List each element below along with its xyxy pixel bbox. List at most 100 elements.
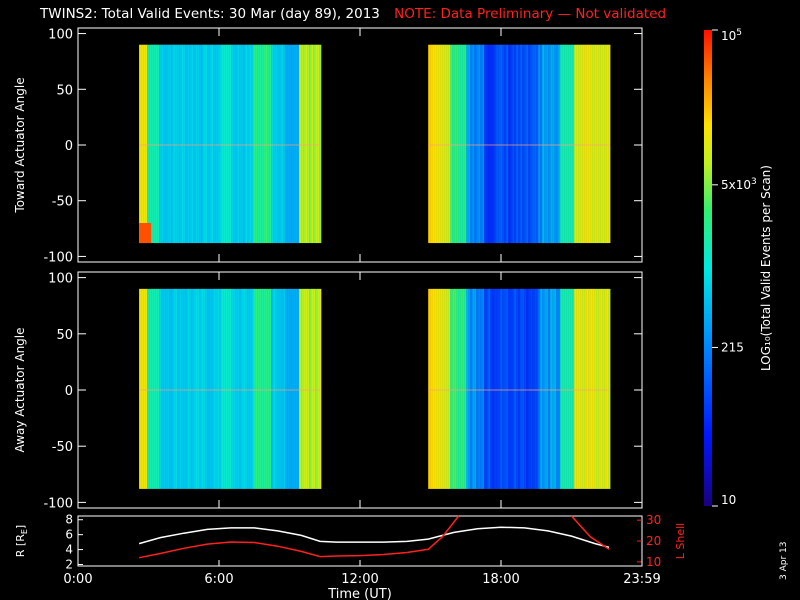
heatmap-stripe [289, 288, 292, 489]
heatmap-stripe [269, 288, 272, 489]
heatmap-stripe [430, 44, 433, 244]
heatmap-stripe [191, 44, 194, 244]
heatmap-stripe [167, 288, 170, 489]
heatmap-stripe [239, 44, 242, 244]
heatmap-stripe [484, 288, 487, 489]
heatmap-stripe [466, 288, 469, 489]
heatmap-stripe [185, 288, 188, 489]
heatmap-stripe [522, 44, 525, 244]
heatmap-stripe [562, 44, 565, 244]
heatmap-stripe [550, 288, 553, 489]
heatmap-stripe [556, 288, 559, 489]
heatmap-stripe [598, 288, 601, 489]
heatmap-stripe [191, 288, 194, 489]
heatmap-stripe [564, 44, 567, 244]
heatmap-stripe [578, 288, 581, 489]
heatmap-stripe [568, 288, 571, 489]
heatmap-stripe [596, 288, 599, 489]
heatmap-stripe [480, 288, 483, 489]
heatmap-stripe [538, 44, 541, 244]
heatmap-stripe [524, 288, 527, 489]
heatmap-stripe [472, 44, 475, 244]
heatmap-stripe [299, 288, 302, 489]
heatmap-stripe [546, 288, 549, 489]
heatmap-stripe [452, 288, 455, 489]
heatmap-stripe [582, 44, 585, 244]
heatmap-stripe [189, 288, 192, 489]
heatmap-stripe [484, 44, 487, 244]
heatmap-stripe [241, 44, 244, 244]
y-axis-label: Toward Actuator Angle [13, 77, 27, 213]
heatmap-stripe [301, 288, 304, 489]
title-note: NOTE: Data Preliminary — Not validated [394, 6, 667, 22]
heatmap-stripe [442, 288, 445, 489]
heatmap-stripe [141, 44, 144, 244]
heatmap-stripe [197, 288, 200, 489]
heatmap-stripe [444, 288, 447, 489]
heatmap-stripe [173, 44, 176, 244]
heatmap-stripe [269, 44, 272, 244]
heatmap-stripe [548, 44, 551, 244]
heatmap-stripe [454, 288, 457, 489]
heatmap-stripe [446, 288, 449, 489]
heatmap-stripe [157, 44, 160, 244]
heatmap-stripe [548, 288, 551, 489]
heatmap-stripe [143, 288, 146, 489]
colorbar-tick-label: 10 [721, 493, 736, 507]
heatmap-stripe [592, 288, 595, 489]
heatmap-stripe [574, 44, 577, 244]
heatmap-stripe [175, 288, 178, 489]
heatmap-stripe [183, 288, 186, 489]
heatmap-stripe [245, 44, 248, 244]
heatmap-stripe [311, 44, 314, 244]
x-tick-label: 0:00 [63, 572, 92, 587]
heatmap-stripe [600, 288, 603, 489]
heatmap-stripe [219, 288, 222, 489]
heatmap-stripe [273, 44, 276, 244]
heatmap-stripe [147, 44, 150, 244]
heatmap-stripe [584, 288, 587, 489]
heatmap-stripe [301, 44, 304, 244]
heatmap-stripe [215, 44, 218, 244]
date-stamp: 3 Apr 13 [779, 542, 789, 580]
heatmap-stripe [223, 288, 226, 489]
heatmap-stripe [580, 288, 583, 489]
heatmap-stripe [315, 288, 318, 489]
heatmap-stripe [149, 44, 152, 244]
y-tick-label: 50 [56, 83, 73, 98]
heatmap-stripe [600, 44, 603, 244]
heatmap-stripe [536, 288, 539, 489]
heatmap-stripe [241, 288, 244, 489]
heatmap-stripe [279, 44, 282, 244]
heatmap-stripe [486, 288, 489, 489]
heatmap-stripe [213, 288, 216, 489]
heatmap-stripe [177, 288, 180, 489]
heatmap-stripe [530, 288, 533, 489]
y-tick-label: -50 [52, 440, 73, 455]
heatmap-stripe [504, 288, 507, 489]
orbit-left-label: R [RE] [14, 525, 29, 557]
heatmap-stripe [237, 288, 240, 489]
heatmap-stripe [175, 44, 178, 244]
heatmap-stripe [277, 44, 280, 244]
heatmap-stripe [602, 44, 605, 244]
heatmap-stripe [239, 288, 242, 489]
heatmap-stripe [558, 288, 561, 489]
orbit-frame [77, 515, 643, 567]
y-tick-label: 0 [65, 139, 73, 154]
heatmap-stripe [179, 288, 182, 489]
heatmap-stripe [275, 44, 278, 244]
heatmap-stripe [488, 44, 491, 244]
heatmap-stripe [173, 288, 176, 489]
heatmap-stripe [516, 44, 519, 244]
heatmap-stripe [267, 288, 270, 489]
heatmap-stripe [285, 288, 288, 489]
heatmap-stripe [231, 288, 234, 489]
heatmap-stripe [263, 288, 266, 489]
heatmap-stripe [309, 288, 312, 489]
lshell-line [570, 515, 610, 550]
heatmap-stripe [259, 288, 262, 489]
heatmap-stripe [458, 288, 461, 489]
heatmap-stripe [311, 288, 314, 489]
heatmap-stripe [207, 44, 210, 244]
